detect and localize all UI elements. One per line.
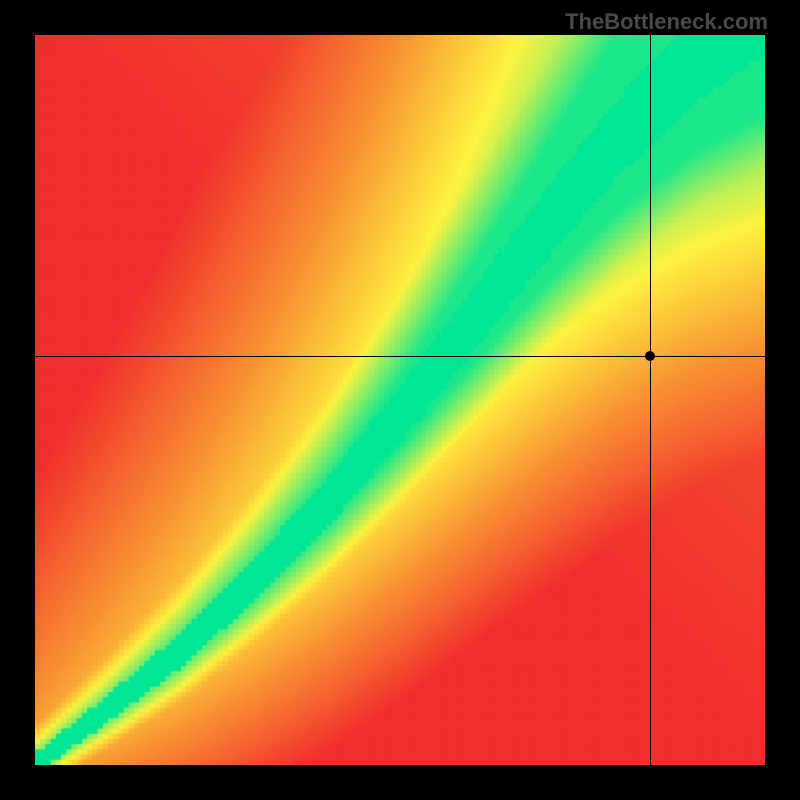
- crosshair-vertical: [650, 35, 651, 765]
- plot-area: [35, 35, 765, 765]
- watermark-text: TheBottleneck.com: [565, 9, 768, 35]
- crosshair-horizontal: [35, 356, 765, 357]
- heatmap-canvas: [35, 35, 765, 765]
- marker-dot: [645, 351, 655, 361]
